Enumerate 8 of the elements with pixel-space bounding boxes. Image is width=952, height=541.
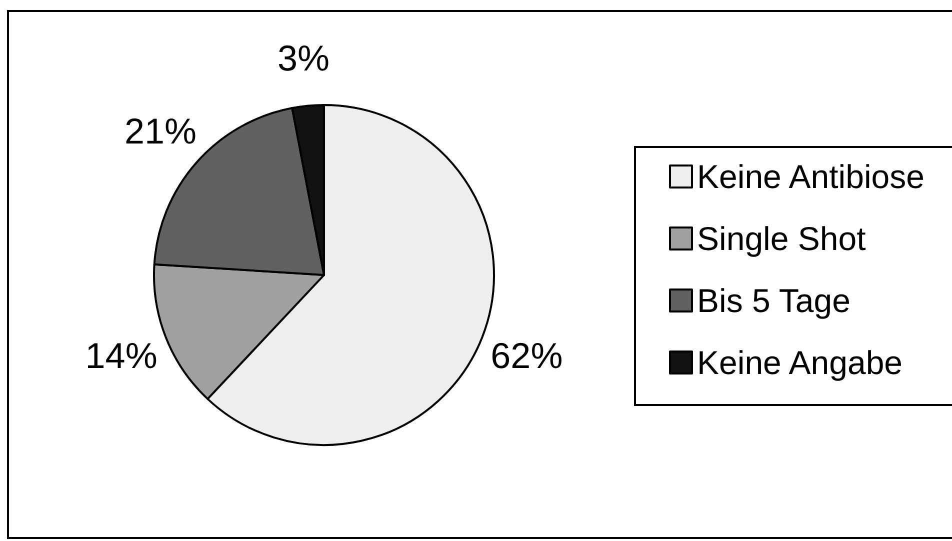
- legend-label: Single Shot: [697, 220, 866, 257]
- legend-label: Bis 5 Tage: [697, 282, 850, 319]
- data-label: 21%: [124, 110, 197, 152]
- data-label: 3%: [277, 37, 330, 78]
- legend-label: Keine Antibiose: [697, 158, 925, 195]
- legend-label: Keine Angabe: [697, 344, 903, 381]
- data-label: 14%: [85, 334, 158, 376]
- data-label: 62%: [490, 334, 563, 376]
